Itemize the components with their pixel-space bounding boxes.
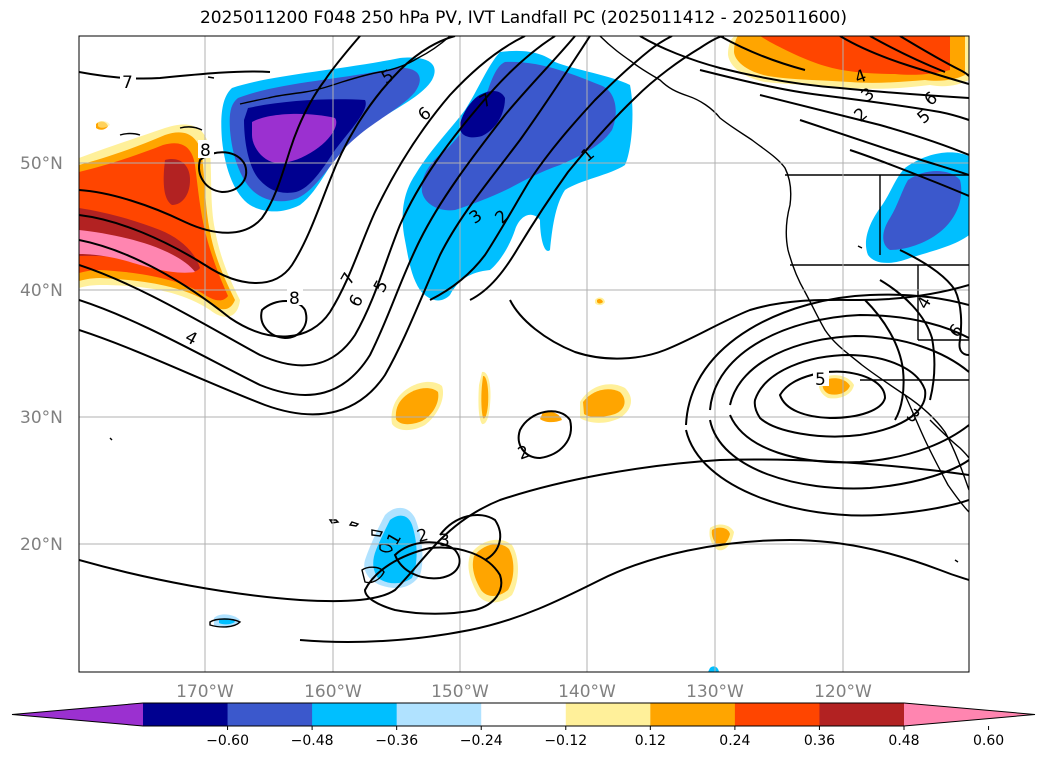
contour-label-3-hawaii: 3 [439, 531, 450, 551]
negative-pv-anomaly-east [865, 152, 969, 263]
colorbar-extend-min [12, 703, 143, 726]
lon-label-170w: 170°W [176, 682, 234, 702]
lon-label-120w: 120°W [814, 682, 872, 702]
map-frame [78, 35, 970, 673]
lon-label-160w: 160°W [304, 682, 362, 702]
contour-label-8-nw: 8 [200, 141, 211, 161]
map-title: 2025011200 F048 250 hPa PV, IVT Landfall… [199, 8, 847, 28]
colorbar-bin [819, 703, 905, 726]
contour-label-8-central: 8 [289, 289, 300, 309]
colorbar-bin [565, 703, 651, 726]
colorbar: −0.60 −0.48 −0.36 −0.24 −0.12 0.12 0.24 0.36 0.4… [11, 702, 1036, 749]
ivt-contours [79, 36, 969, 643]
gridlines [79, 36, 969, 672]
lon-label-140w: 140°W [558, 682, 616, 702]
lat-label-20n: 20°N [20, 535, 63, 555]
colorbar-tick-label: 0.60 [973, 733, 1004, 749]
longitude-labels: 170°W 160°W 150°W 140°W 130°W 120°W [176, 682, 872, 702]
colorbar-bin [312, 703, 398, 726]
colorbar-tick-label: −0.12 [544, 733, 587, 749]
lat-label-40n: 40°N [20, 281, 63, 301]
colorbar-bin [396, 703, 482, 726]
colorbar-tick-label: −0.48 [291, 733, 334, 749]
contour-label-2-hawaii: 2 [415, 525, 431, 547]
colorbar-tick-label: −0.60 [206, 733, 249, 749]
colorbar-tick-label: −0.36 [375, 733, 418, 749]
colorbar-tick-label: 0.48 [888, 733, 919, 749]
positive-pv-anomaly-spots [391, 297, 854, 672]
colorbar-tick-label: 0.12 [635, 733, 666, 749]
colorbar-bin [481, 703, 567, 726]
colorbar-extend-max [904, 703, 1035, 726]
colorbar-bin [227, 703, 313, 726]
contour-label-7-nw: 7 [122, 73, 133, 93]
lon-label-130w: 130°W [686, 682, 744, 702]
colorbar-tick-label: 0.24 [719, 733, 750, 749]
colorbar-bin [734, 703, 820, 726]
colorbar-tick-label: 0.36 [804, 733, 835, 749]
contour-label-5-east: 5 [815, 370, 826, 390]
lat-label-50n: 50°N [20, 154, 63, 174]
positive-pv-anomaly-northeast [728, 36, 969, 89]
lon-label-150w: 150°W [431, 682, 489, 702]
colorbar-bin [143, 703, 229, 726]
colorbar-tick-label: −0.24 [460, 733, 503, 749]
latitude-labels: 50°N 40°N 30°N 20°N [20, 154, 63, 555]
colorbar-bin [650, 703, 736, 726]
colorbar-outline [11, 702, 1036, 727]
lat-label-30n: 30°N [20, 408, 63, 428]
